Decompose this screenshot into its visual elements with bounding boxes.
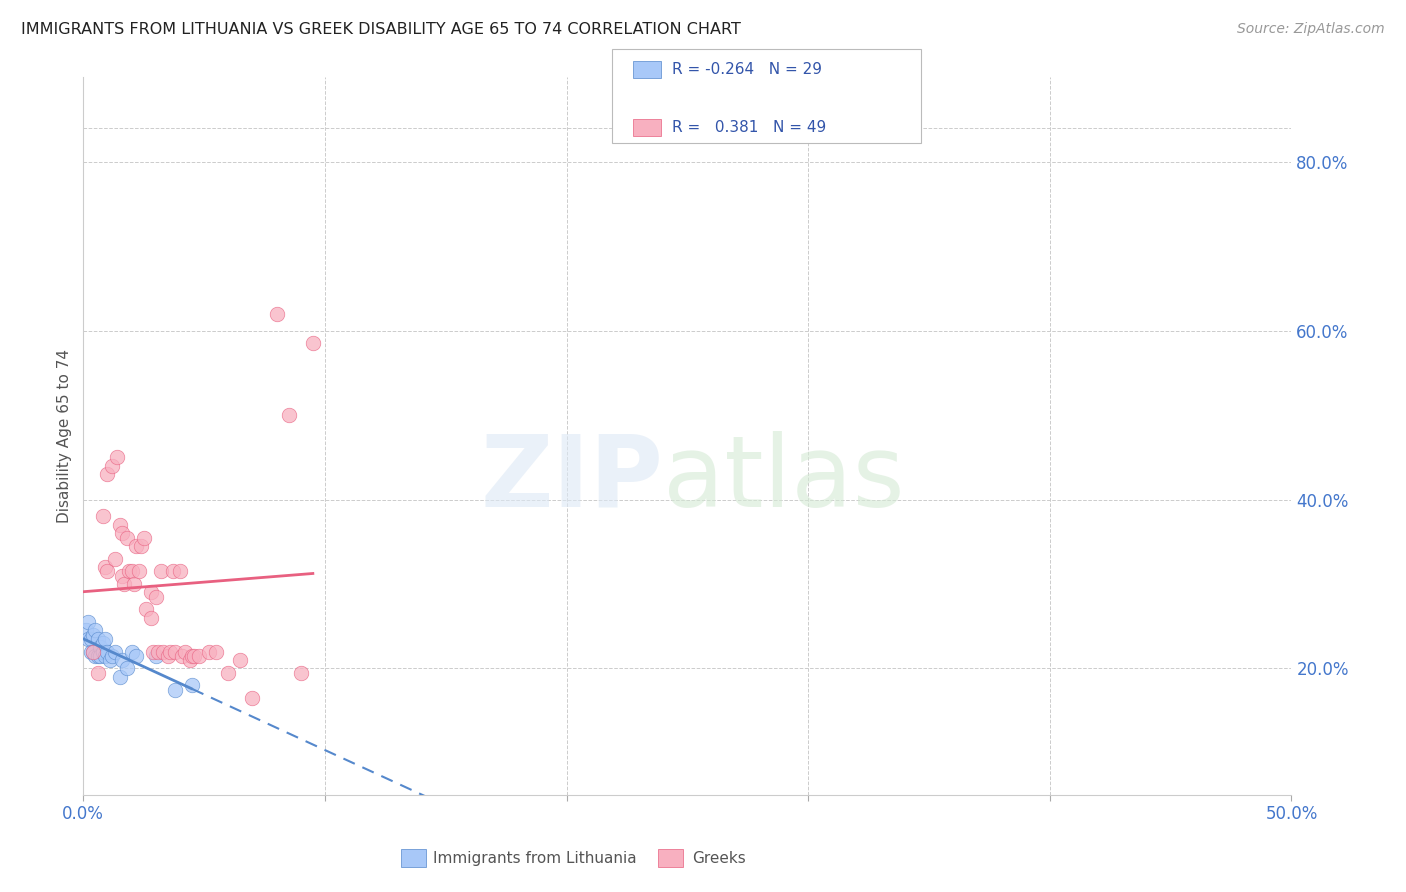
Text: IMMIGRANTS FROM LITHUANIA VS GREEK DISABILITY AGE 65 TO 74 CORRELATION CHART: IMMIGRANTS FROM LITHUANIA VS GREEK DISAB… <box>21 22 741 37</box>
Point <box>82 644 104 658</box>
Point <box>94 632 117 646</box>
Point <box>169 565 191 579</box>
Point <box>82 644 104 658</box>
Point <box>87 648 110 663</box>
Point <box>183 648 205 663</box>
Text: R = -0.264   N = 29: R = -0.264 N = 29 <box>672 62 823 77</box>
Point <box>77 615 100 629</box>
Point <box>266 307 288 321</box>
Point <box>118 565 141 579</box>
Point <box>125 539 148 553</box>
Point <box>104 644 127 658</box>
Point <box>82 627 104 641</box>
Point <box>94 648 117 663</box>
Point <box>198 644 221 658</box>
Point <box>179 653 201 667</box>
Point <box>156 648 179 663</box>
Point <box>108 517 131 532</box>
Point <box>142 644 165 658</box>
Point <box>165 644 187 658</box>
Point <box>149 565 172 579</box>
Point <box>139 585 162 599</box>
Point <box>115 531 138 545</box>
Point <box>98 653 121 667</box>
Point <box>159 644 181 658</box>
Point <box>112 577 135 591</box>
Point <box>77 632 100 646</box>
Point <box>96 467 118 482</box>
Point <box>290 665 312 680</box>
Y-axis label: Disability Age 65 to 74: Disability Age 65 to 74 <box>58 350 72 524</box>
Point <box>205 644 228 658</box>
Point <box>165 682 187 697</box>
Point <box>121 644 143 658</box>
Point <box>91 509 114 524</box>
Point <box>242 690 264 705</box>
Point <box>152 644 174 658</box>
Point <box>181 648 204 663</box>
Point <box>105 450 128 465</box>
Point <box>84 648 107 663</box>
Point <box>89 640 111 655</box>
Point <box>129 539 152 553</box>
Point <box>94 560 117 574</box>
Point <box>277 408 299 422</box>
Point <box>96 644 118 658</box>
Point <box>145 590 167 604</box>
Point <box>145 648 167 663</box>
Point <box>79 644 101 658</box>
Point <box>101 458 124 473</box>
Point <box>101 648 124 663</box>
Point <box>132 531 155 545</box>
Point <box>75 624 97 638</box>
Point <box>302 336 325 351</box>
Point <box>121 565 143 579</box>
Point <box>122 577 145 591</box>
Point <box>172 648 194 663</box>
Point <box>91 636 114 650</box>
Text: Source: ZipAtlas.com: Source: ZipAtlas.com <box>1237 22 1385 37</box>
Point <box>188 648 211 663</box>
Point <box>79 632 101 646</box>
Point <box>125 648 148 663</box>
Point <box>148 644 170 658</box>
Point <box>173 644 195 658</box>
Point <box>87 665 110 680</box>
Text: Greeks: Greeks <box>692 851 745 865</box>
Point <box>96 565 118 579</box>
Point <box>89 648 111 663</box>
Text: Immigrants from Lithuania: Immigrants from Lithuania <box>433 851 637 865</box>
Point <box>181 678 204 692</box>
Point <box>91 644 114 658</box>
Point <box>128 565 150 579</box>
Point <box>162 565 184 579</box>
Text: R =   0.381   N = 49: R = 0.381 N = 49 <box>672 120 827 135</box>
Point <box>135 602 157 616</box>
Point <box>87 632 110 646</box>
Point <box>139 611 162 625</box>
Point <box>104 551 127 566</box>
Point <box>115 661 138 675</box>
Text: ZIP: ZIP <box>481 431 664 528</box>
Point <box>111 653 134 667</box>
Point <box>111 526 134 541</box>
Point <box>108 670 131 684</box>
Text: atlas: atlas <box>664 431 905 528</box>
Point <box>84 624 107 638</box>
Point <box>229 653 252 667</box>
Point <box>217 665 239 680</box>
Point <box>111 568 134 582</box>
